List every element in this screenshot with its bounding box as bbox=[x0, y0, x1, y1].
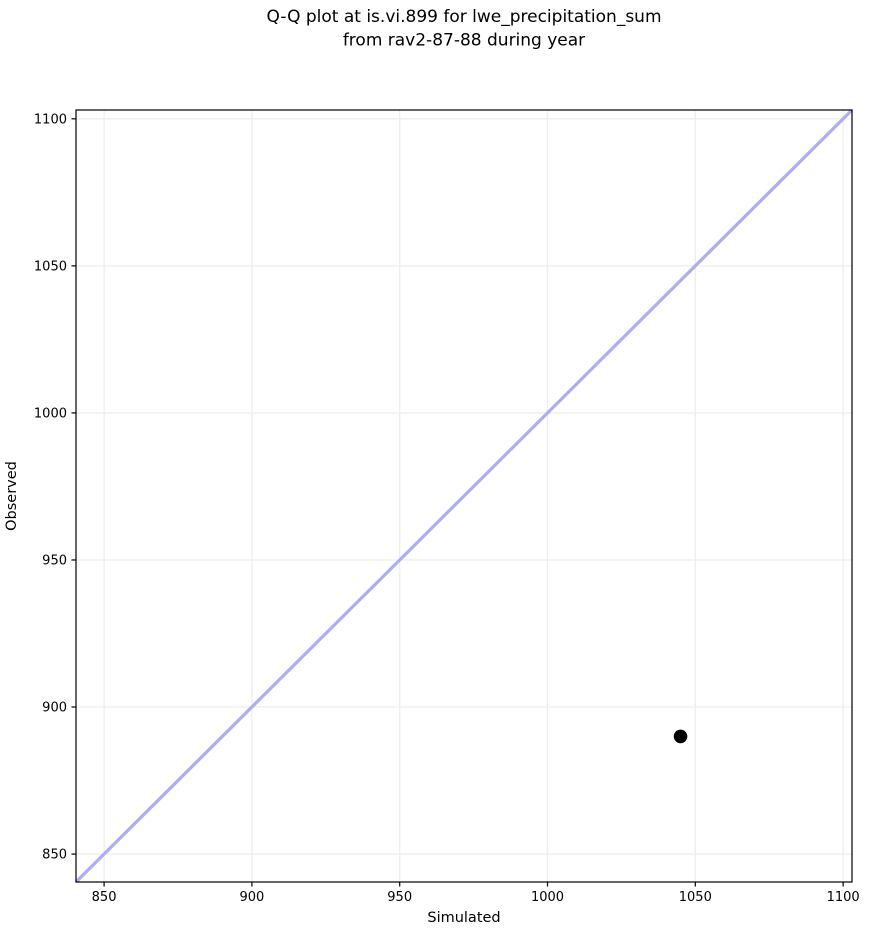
y-tick-label: 1000 bbox=[34, 406, 67, 421]
x-tick-label: 1000 bbox=[531, 890, 564, 905]
y-tick-label: 1100 bbox=[34, 112, 67, 127]
chart-title-line1: Q-Q plot at is.vi.899 for lwe_precipitat… bbox=[266, 7, 661, 27]
x-tick-label: 1050 bbox=[679, 890, 712, 905]
data-point bbox=[673, 729, 688, 744]
y-tick-label: 1050 bbox=[34, 259, 67, 274]
x-tick-label: 950 bbox=[387, 890, 412, 905]
y-tick-label: 850 bbox=[42, 848, 67, 863]
x-tick-label: 1100 bbox=[827, 890, 860, 905]
plot-area: 850 900 950 1000 1050 1100 850 900 950 1000 1050 11… bbox=[34, 108, 860, 905]
y-axis-label: Observed bbox=[4, 461, 20, 531]
x-tick-label: 900 bbox=[239, 890, 264, 905]
identity-line bbox=[74, 108, 854, 884]
x-axis-label: Simulated bbox=[427, 910, 500, 926]
x-tick-label: 850 bbox=[92, 890, 117, 905]
axes-frame bbox=[75, 109, 853, 883]
y-tick-label: 900 bbox=[42, 701, 67, 716]
chart-title-line2: from rav2-87-88 during year bbox=[343, 31, 585, 51]
y-tick-label: 950 bbox=[42, 553, 67, 568]
